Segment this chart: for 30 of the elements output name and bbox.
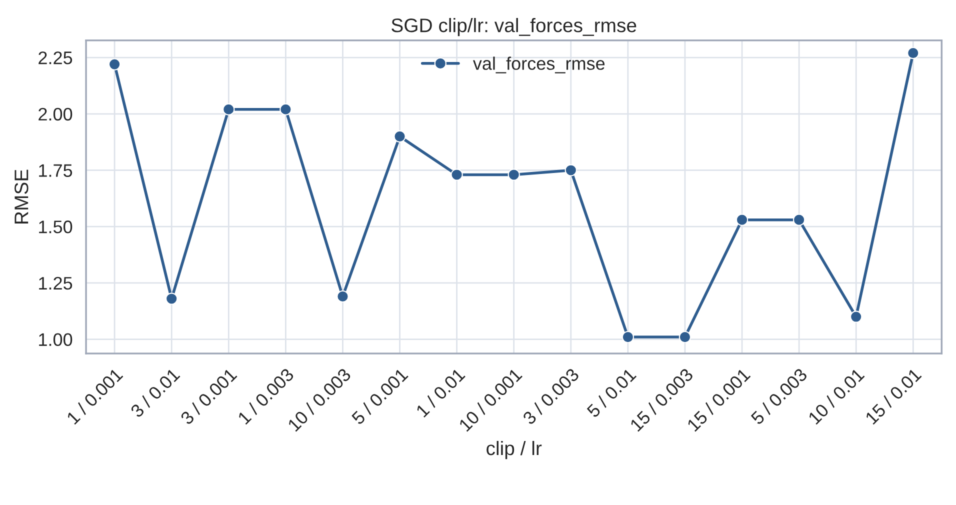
point xyxy=(108,58,121,70)
point xyxy=(792,214,806,226)
x-tick-label: 5 / 0.01 xyxy=(586,367,637,418)
y-tick-label: 1.25 xyxy=(39,276,72,290)
y-tick-label: 2.00 xyxy=(38,108,72,121)
y-tick-label: 2.25 xyxy=(38,51,72,64)
chart-title: SGD clip/lr: val_forces_rmse xyxy=(392,18,636,36)
point xyxy=(450,168,463,181)
x-tick-label: 3 / 0.01 xyxy=(130,367,180,418)
point xyxy=(222,103,235,116)
x-tick-label: 15 / 0.01 xyxy=(864,367,922,425)
y-tick-label: 1.50 xyxy=(39,220,72,234)
point xyxy=(622,330,634,344)
point xyxy=(280,103,292,116)
point xyxy=(678,330,692,344)
point xyxy=(907,46,920,60)
y-tick-label: 1.75 xyxy=(39,164,72,177)
point xyxy=(736,214,748,226)
x-tick-label: 1 / 0.01 xyxy=(415,367,466,418)
x-tick-label: 10 / 0.01 xyxy=(807,367,865,425)
x-axis-title: clip / lr xyxy=(486,440,542,460)
legend-label: val_forces_rmse xyxy=(472,56,605,74)
point xyxy=(564,164,577,176)
point xyxy=(850,310,862,323)
point xyxy=(336,290,349,303)
y-axis-title: RMSE xyxy=(14,170,28,224)
point xyxy=(394,130,406,142)
point xyxy=(166,292,178,305)
point xyxy=(508,168,520,181)
y-tick-label: 1.00 xyxy=(39,333,72,346)
